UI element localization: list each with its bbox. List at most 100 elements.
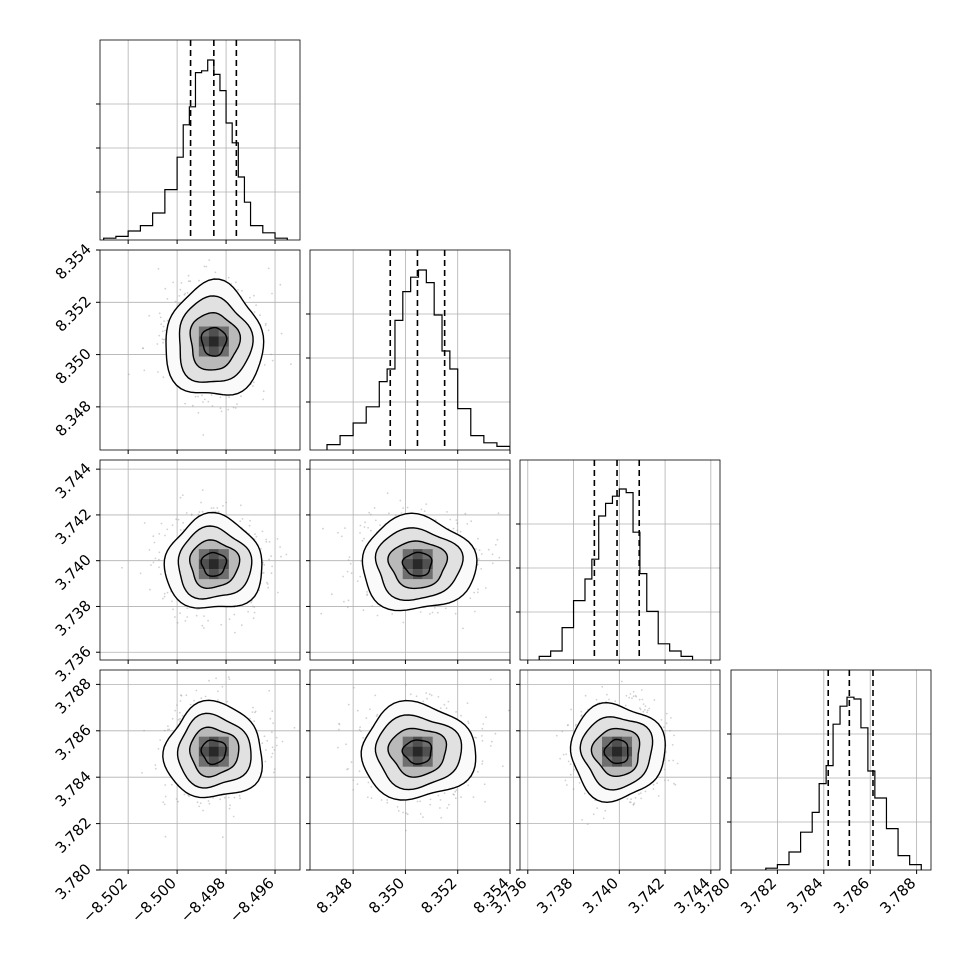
scatter-point: [194, 395, 197, 398]
scatter-point: [249, 519, 252, 522]
density-cell: [402, 549, 413, 560]
scatter-point: [262, 398, 265, 401]
scatter-point: [446, 511, 448, 513]
scatter-point: [163, 592, 166, 595]
scatter-point: [570, 708, 572, 711]
scatter-point: [214, 271, 217, 274]
scatter-point: [185, 512, 188, 514]
density-cell: [198, 549, 209, 560]
scatter-point: [158, 566, 160, 569]
scatter-point: [376, 614, 379, 617]
panel-border: [99, 249, 301, 451]
scatter-point: [270, 555, 272, 558]
scatter-point: [164, 795, 167, 798]
y-tick-label: 8.352: [52, 292, 95, 335]
scatter-point: [437, 696, 440, 698]
scatter-point: [480, 568, 483, 570]
scatter-point: [635, 695, 638, 698]
scatter-point: [179, 612, 182, 615]
scatter-point: [148, 549, 151, 551]
scatter-point: [400, 512, 403, 514]
scatter-point: [356, 709, 359, 712]
scatter-point: [187, 274, 190, 277]
density-cell: [622, 756, 633, 767]
density-cell: [412, 549, 423, 560]
scatter-point: [370, 529, 372, 532]
contour-level-2: [361, 512, 478, 612]
scatter-point: [358, 770, 361, 773]
panel-frame-3-1: [306, 669, 511, 874]
scatter-point: [572, 788, 575, 791]
density-cell: [412, 569, 423, 580]
joint-panel-0-2: [100, 460, 300, 660]
scatter-point: [580, 715, 583, 717]
density-core: [402, 736, 433, 767]
scatter-point: [163, 803, 166, 806]
scatter-point: [475, 736, 478, 739]
scatter-point: [363, 526, 366, 528]
scatter-point: [464, 512, 467, 515]
scatter-point: [639, 707, 641, 710]
histogram-step-line: [326, 269, 510, 450]
scatter-point: [366, 593, 369, 596]
scatter-point: [157, 371, 159, 373]
scatter-point: [652, 788, 655, 790]
x-tick-label: −8.498: [177, 874, 229, 926]
scatter-point: [415, 695, 418, 698]
scatter-point: [452, 527, 455, 530]
scatter-point: [255, 535, 258, 538]
scatter-point: [561, 730, 564, 733]
scatter-point: [406, 506, 409, 509]
x-tick-label: 3.786: [830, 874, 873, 917]
scatter-point: [164, 835, 167, 838]
density-cell: [602, 736, 613, 747]
scatter-point: [212, 796, 215, 799]
scatter-point: [364, 521, 366, 524]
scatter-point: [422, 700, 425, 703]
scatter-point: [338, 723, 341, 726]
scatter-point: [268, 689, 271, 692]
scatter-point: [443, 792, 446, 794]
x-tick-label: 3.742: [625, 874, 668, 917]
scatter-point: [237, 289, 239, 291]
scatter-point: [174, 709, 177, 712]
density-cell: [402, 746, 413, 757]
scatter-point: [184, 402, 187, 405]
scatter-point: [565, 753, 568, 756]
scatter-point: [436, 611, 439, 614]
scatter-point: [270, 756, 273, 758]
scatter-point: [343, 600, 345, 603]
scatter-point: [249, 717, 251, 720]
scatter-point: [362, 609, 365, 612]
scatter-point: [195, 614, 198, 617]
scatter-point: [149, 588, 151, 591]
scatter-point: [211, 405, 214, 407]
scatter-point: [167, 728, 169, 731]
scatter-point: [555, 734, 558, 737]
scatter-point: [481, 739, 484, 742]
scatter-point: [674, 783, 677, 786]
scatter-point: [670, 717, 672, 719]
scatter-point: [638, 698, 641, 701]
scatter-point: [449, 518, 452, 521]
scatter-point: [362, 737, 364, 739]
contour-level-1: [387, 540, 449, 590]
scatter-point: [280, 332, 283, 335]
scatter-point: [168, 728, 171, 731]
scatter-point: [276, 538, 279, 540]
scatter-point: [347, 599, 350, 602]
scatter-point: [267, 329, 270, 332]
scatter-point: [208, 802, 211, 805]
scatter-point: [434, 519, 437, 521]
scatter-point: [405, 829, 407, 832]
scatter-point: [634, 797, 637, 799]
scatter-point: [445, 707, 448, 710]
scatter-point: [443, 703, 446, 706]
scatter-point: [484, 587, 487, 589]
scatter-point: [595, 698, 598, 701]
scatter-point: [455, 711, 457, 713]
scatter-point: [227, 408, 230, 411]
x-axis-labels-col-3: 3.780 3.782 3.784 3.786 3.788: [691, 874, 920, 917]
density-cell: [602, 756, 613, 767]
scatter-point: [186, 607, 189, 609]
